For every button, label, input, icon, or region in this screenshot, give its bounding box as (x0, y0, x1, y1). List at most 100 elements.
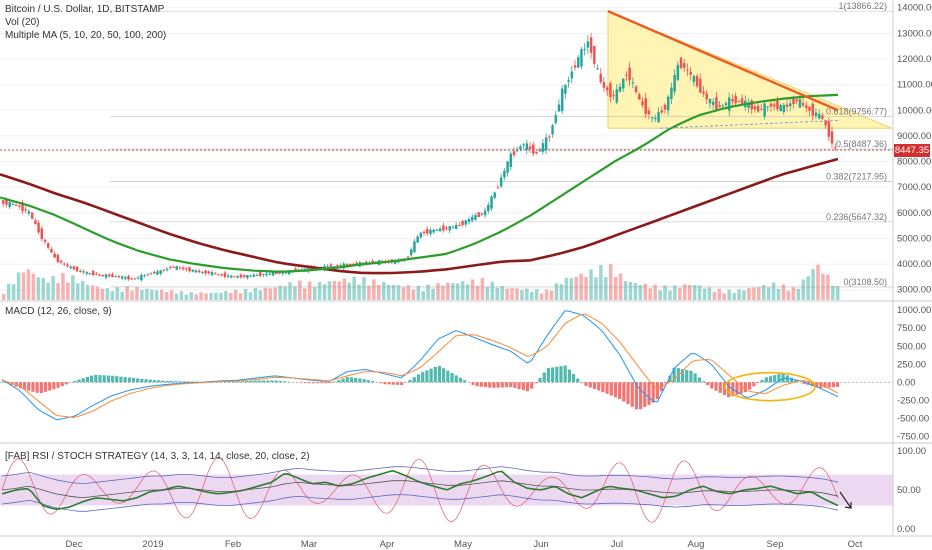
macd-axis-tick: -250.00 (897, 395, 929, 406)
macd-histogram-bar (106, 375, 110, 383)
volume-bar (717, 288, 722, 300)
candle-body (647, 110, 651, 115)
volume-bar (130, 290, 134, 300)
volume-bar (406, 285, 411, 300)
candle-body (551, 125, 554, 135)
candle-body (654, 117, 657, 120)
macd-histogram-bar (643, 382, 647, 407)
candle-body (631, 82, 635, 84)
candle-body (621, 78, 625, 89)
candle-body (593, 45, 596, 64)
volume-bar (451, 283, 455, 300)
volume-bar (456, 283, 460, 300)
candle-body (191, 269, 195, 272)
time-axis-tick: Dec (66, 539, 83, 550)
candle-body (496, 187, 500, 189)
volume-bar (633, 283, 638, 300)
volume-bar (76, 283, 80, 300)
candle-body (718, 105, 721, 108)
macd-histogram-bar (488, 382, 492, 388)
candle-body (364, 261, 368, 264)
ma-200-line (0, 157, 839, 275)
candle-body (40, 228, 44, 239)
macd-histogram-bar (186, 381, 190, 383)
candle-body (207, 271, 211, 274)
volume-bar (648, 288, 652, 300)
macd-histogram-bar (90, 375, 94, 383)
candle-body (63, 263, 66, 265)
volume-bar (683, 284, 687, 300)
volume-bar (470, 279, 475, 300)
price-axis-tick: 12000.00 (897, 54, 932, 65)
volume-bar (85, 285, 90, 300)
candle-body (242, 275, 246, 277)
volume-bar (199, 292, 203, 300)
macd-histogram-bar (836, 382, 840, 388)
candle-body (46, 243, 50, 248)
macd-histogram-bar (442, 368, 446, 383)
candle-body (634, 86, 638, 92)
macd-histogram-bar (655, 382, 659, 400)
macd-histogram-bar (777, 374, 781, 383)
volume-bar (549, 290, 554, 300)
macd-histogram-bar (77, 379, 81, 383)
candle-body (239, 274, 243, 278)
macd-histogram-bar (303, 382, 307, 383)
candle-body (448, 226, 452, 231)
volume-bar (554, 283, 559, 300)
macd-histogram-bar (412, 377, 416, 383)
candle-body (789, 103, 792, 106)
volume-bar (732, 292, 736, 300)
candle-body (782, 104, 786, 113)
price-axis-tick: 14000.00 (897, 3, 932, 14)
volume-bar (11, 284, 16, 300)
macd-axis-tick: -500.00 (897, 413, 929, 424)
macd-histogram-bar (768, 376, 773, 383)
macd-histogram-bar (165, 380, 169, 383)
price-axis-tick: 4000.00 (897, 259, 931, 270)
candle-body (715, 97, 718, 110)
volume-bar (722, 293, 726, 300)
macd-histogram-bar (102, 375, 106, 383)
volume-bar (46, 282, 50, 300)
legend-macd: MACD (12, 26, close, 9) (5, 306, 112, 317)
volume-bar (584, 276, 588, 300)
macd-histogram-bar (672, 367, 676, 383)
macd-histogram-bar (815, 382, 819, 388)
macd-histogram-bar (630, 382, 634, 407)
volume-bar (608, 264, 613, 300)
volume-bar (702, 288, 707, 300)
fib-level-label: 0.5(8487.36) (836, 139, 887, 149)
volume-bar (337, 281, 342, 300)
candle-body (11, 203, 15, 205)
price-axis-tick: 8000.00 (897, 157, 931, 168)
volume-bar (347, 282, 351, 300)
macd-histogram-bar (278, 380, 282, 383)
volume-bar (638, 285, 643, 300)
candle-body (564, 84, 567, 94)
macd-histogram-bar (588, 382, 592, 388)
volume-bar (831, 285, 835, 300)
candle-body (156, 271, 159, 275)
volume-bar (771, 282, 776, 300)
candle-body (756, 105, 760, 112)
candle-body (146, 273, 150, 275)
candle-body (525, 143, 529, 150)
volume-bar (381, 281, 386, 300)
volume-bar (80, 280, 85, 300)
candle-body (557, 104, 561, 112)
volume-bar (441, 285, 445, 300)
macd-histogram-bar (500, 382, 504, 388)
macd-histogram-bar (228, 381, 232, 383)
candle-body (108, 274, 111, 277)
macd-histogram-bar (416, 374, 421, 383)
macd-histogram-bar (39, 382, 43, 394)
candle-body (133, 278, 137, 280)
volume-bar (416, 285, 421, 300)
volume-bar (209, 292, 213, 300)
macd-histogram-bar (722, 382, 727, 396)
volume-bar (31, 273, 36, 300)
candle-body (197, 270, 201, 273)
macd-histogram-bar (328, 382, 333, 384)
